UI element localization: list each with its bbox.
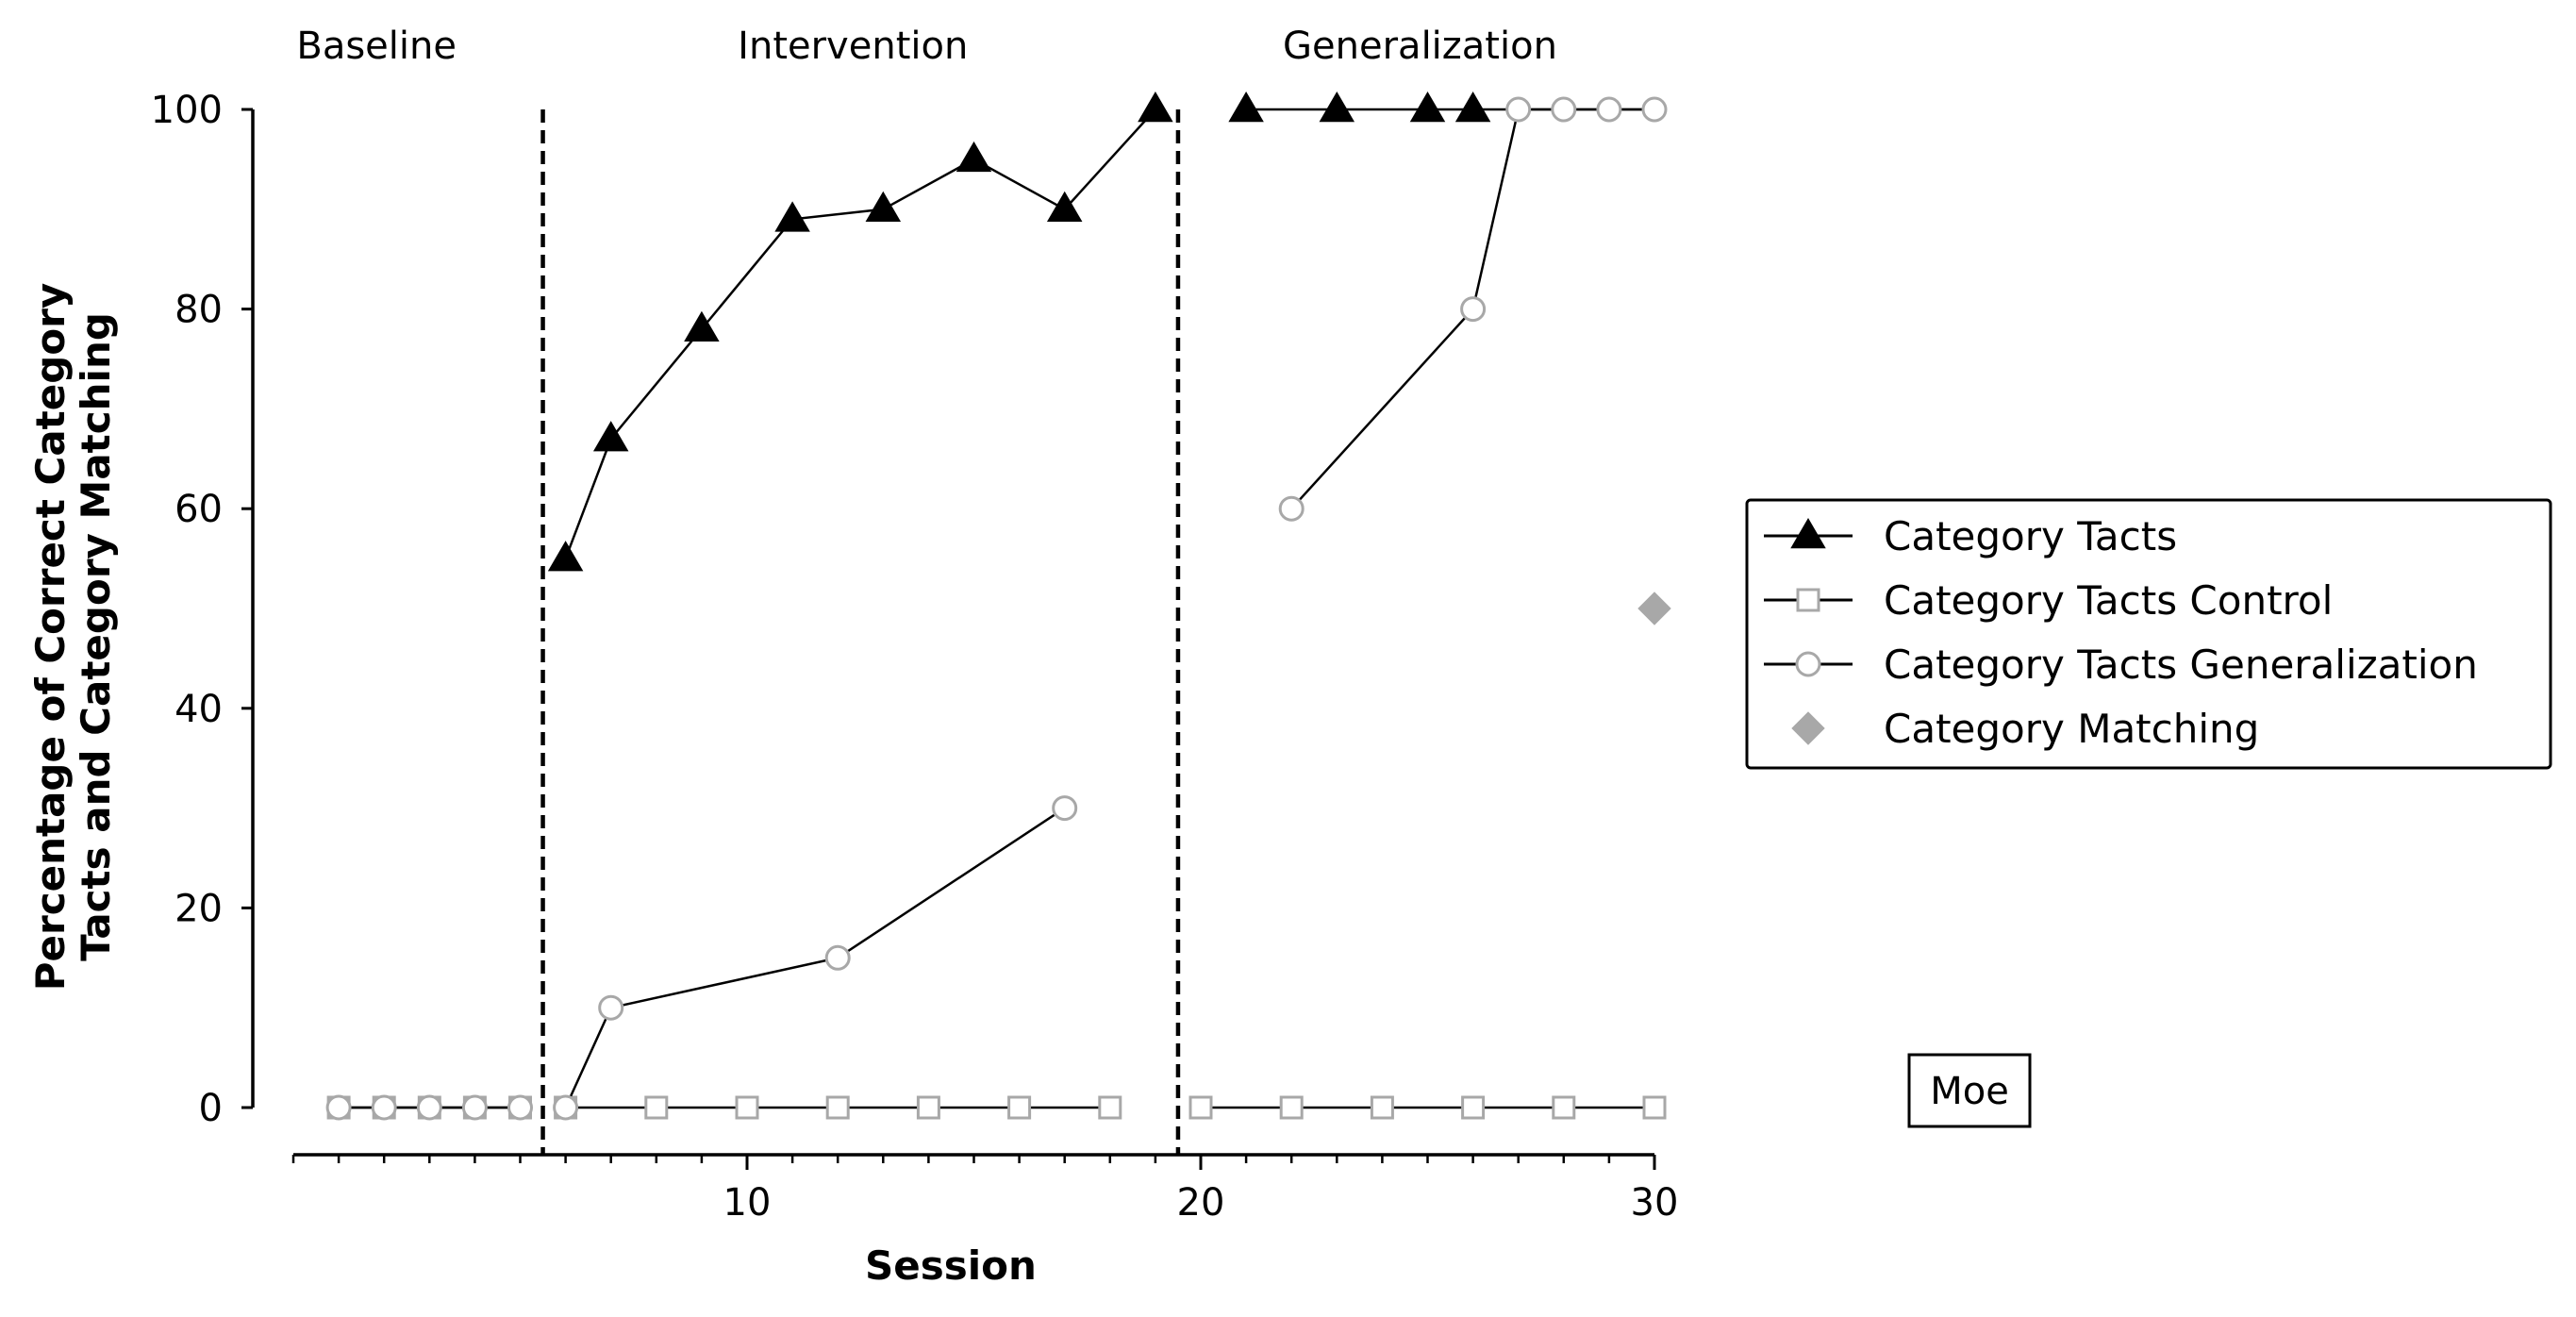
legend-item: Category Tacts Generalization [1764,642,2478,688]
data-point [865,191,902,223]
data-series [325,92,1671,1121]
x-tick-label: 20 [1177,1181,1225,1225]
legend-marker [1791,711,1825,745]
data-point [371,1094,397,1121]
phase-label: Intervention [738,25,968,68]
data-point [1098,1095,1122,1120]
axes: 0 20 40 60 80 100 10 20 30 [151,89,1679,1225]
y-tick-label: 0 [199,1087,223,1130]
data-point [1409,92,1446,123]
data-point [1460,296,1487,323]
data-point [956,141,992,173]
y-tick-label: 80 [175,289,223,332]
x-tick-label: 10 [723,1181,772,1225]
x-axis-title: Session [865,1242,1037,1289]
y-tick-label: 60 [175,488,223,531]
legend-marker [1790,518,1826,549]
y-tick-label: 40 [175,688,223,731]
data-point [547,541,584,572]
data-point [1461,1095,1486,1120]
participant-name: Moe [1930,1070,2009,1113]
x-tick-label: 30 [1631,1181,1679,1225]
data-point [1551,96,1577,123]
data-point [825,1095,850,1120]
data-point [1596,96,1622,123]
data-point [1007,1095,1032,1120]
data-point [1228,92,1264,123]
data-point [598,994,624,1021]
legend-label: Category Matching [1884,706,2259,752]
legend-label: Category Tacts Control [1884,577,2333,624]
data-point [1278,495,1305,522]
data-point [1641,96,1668,123]
phase-labels: Baseline Intervention Generalization [296,25,1557,68]
data-point [325,1094,352,1121]
series-line [564,807,1066,1109]
data-point [1279,1095,1304,1120]
legend-item: Category Tacts Control [1764,577,2333,624]
data-point [461,1094,488,1121]
y-axis-title-line-1: Percentage of Correct Category [27,283,74,992]
legend-label: Category Tacts [1884,513,2177,559]
series-matching [1637,592,1671,625]
data-point [684,310,720,342]
y-tick-label: 100 [151,89,223,132]
participant-label: Moe [1907,1053,2032,1128]
phase-label: Baseline [296,25,457,68]
data-point [416,1094,442,1121]
data-point [774,201,810,232]
phase-label: Generalization [1283,25,1557,68]
series-line [564,108,1156,559]
data-point [1642,1095,1667,1120]
legend-item: Category Tacts [1764,513,2177,559]
legend-marker [1795,651,1821,677]
data-point [916,1095,940,1120]
data-point [1454,92,1491,123]
series-generalization [325,96,1668,1121]
data-point [824,944,851,971]
y-tick-label: 20 [175,887,223,930]
legend-item: Category Matching [1791,706,2259,752]
data-point [735,1095,759,1120]
data-point [1370,1095,1394,1120]
legend-box [1745,498,2552,770]
y-axis-title-line-2: Tacts and Category Matching [73,312,119,961]
legend-label: Category Tacts Generalization [1884,642,2478,688]
participant-box [1907,1053,2032,1128]
data-point [1319,92,1355,123]
data-point [507,1094,533,1121]
legend-marker [1796,588,1820,612]
data-point [644,1095,669,1120]
legend: Category Tacts Category Tacts Control Cate… [1745,498,2552,770]
data-point [1052,795,1078,822]
data-point [1637,592,1671,625]
phase-change-lines [540,109,1181,1155]
data-point [553,1094,579,1121]
data-point [1138,92,1173,123]
data-point [592,421,629,452]
data-point [1552,1095,1576,1120]
series-tacts [547,92,1654,572]
data-point [1505,96,1532,123]
data-point [1046,191,1083,223]
data-point [1188,1095,1213,1120]
